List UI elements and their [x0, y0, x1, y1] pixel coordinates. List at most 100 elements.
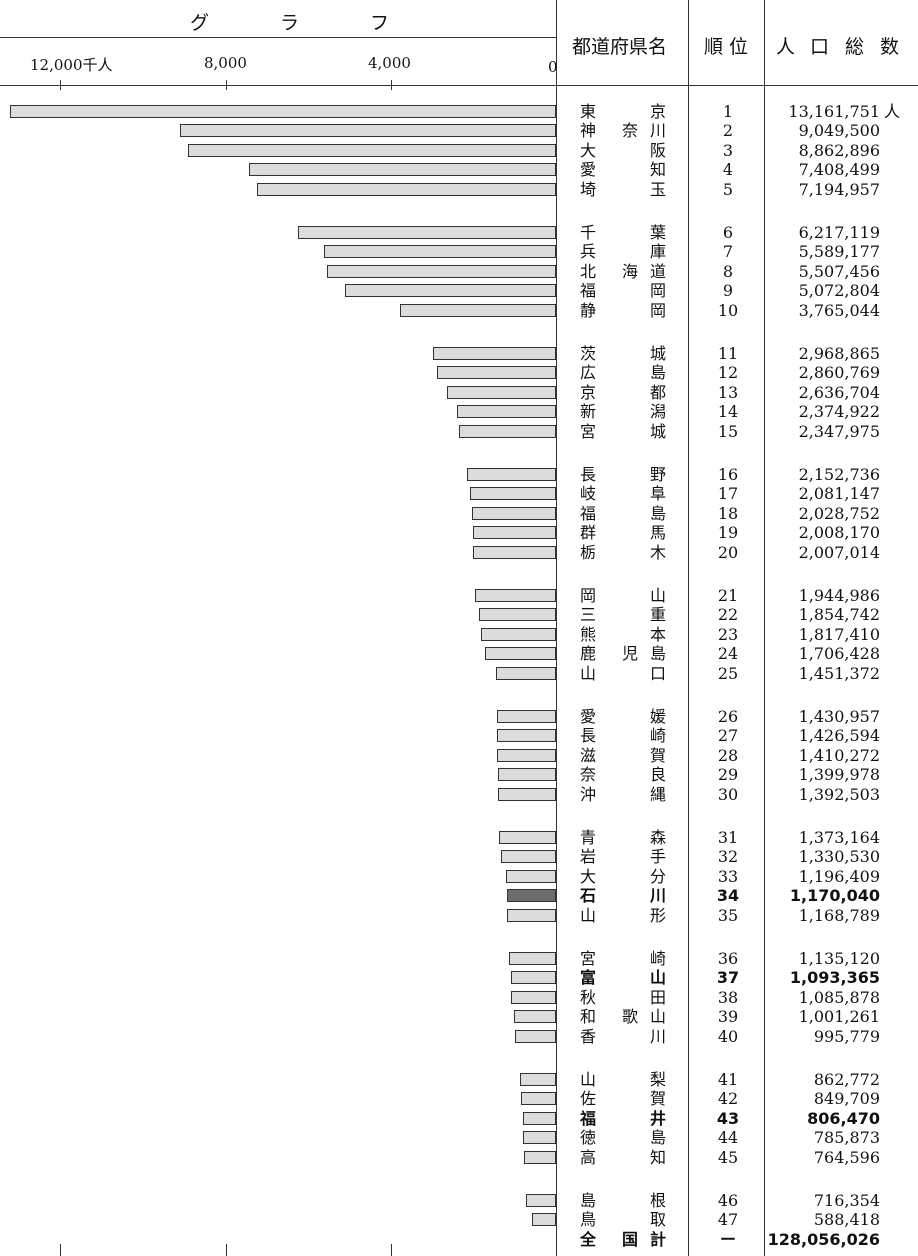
population-value: 3,765,044 — [798, 300, 880, 320]
population-value: 1,196,409 — [798, 866, 880, 886]
bar-rank-1 — [9, 105, 556, 118]
population-value: 716,354 — [813, 1191, 880, 1210]
population-value: 1,854,742 — [798, 605, 880, 625]
bar-rank-10 — [399, 303, 556, 317]
prefecture-name: 長崎 — [580, 726, 670, 745]
bar-rank-9 — [345, 284, 556, 298]
prefecture-name-char: 賀 — [650, 1089, 667, 1109]
prefecture-name-char: 群 — [580, 523, 597, 543]
prefecture-name-char: 本 — [650, 624, 667, 644]
tick-bottom-12000 — [60, 1244, 61, 1256]
prefecture-name-char: 岡 — [580, 586, 597, 605]
prefecture-name-char: 石 — [580, 886, 597, 906]
rank-value: 39 — [717, 1007, 739, 1027]
bar-rank-36 — [508, 952, 556, 965]
population-value: 2,374,922 — [798, 402, 880, 422]
prefecture-name: 鹿 児島 — [580, 644, 670, 663]
rank-value: 15 — [717, 421, 739, 441]
bar-rank-30 — [498, 787, 556, 801]
population-value: 1,944,986 — [798, 586, 880, 605]
prefecture-name-char: 新 — [580, 402, 597, 422]
bar-rank-47 — [531, 1213, 556, 1227]
population-value: 2,636,704 — [798, 382, 880, 402]
bar-rank-27 — [496, 729, 556, 743]
prefecture-name: 大分 — [580, 867, 670, 886]
prefecture-name-char: 山 — [650, 586, 667, 605]
prefecture-name: 岐阜 — [580, 484, 670, 503]
prefecture-name-char: 島 — [650, 644, 667, 664]
prefecture-name: 北 海道 — [580, 262, 670, 281]
prefecture-name-char: 大 — [580, 866, 597, 886]
rank-value: 30 — [717, 784, 739, 804]
prefecture-name-char: 青 — [580, 828, 597, 847]
rank-value: 42 — [717, 1089, 739, 1109]
population-value: 1,085,878 — [798, 987, 880, 1007]
prefecture-name-char: 大 — [580, 140, 597, 160]
prefecture-name-char: 川 — [650, 1026, 667, 1046]
col-divider-1 — [556, 0, 557, 1256]
bar-rank-4 — [248, 163, 556, 177]
population-value: 9,049,500 — [798, 121, 880, 141]
population-value: 785,873 — [813, 1128, 880, 1148]
prefecture-name: 岡山 — [580, 586, 670, 605]
population-value: 1,373,164 — [798, 828, 880, 847]
population-value: 2,152,736 — [798, 465, 880, 484]
prefecture-name: 静岡 — [580, 301, 670, 320]
population-value: 2,347,975 — [798, 421, 880, 441]
bar-rank-26 — [496, 710, 556, 723]
prefecture-name-char: 井 — [650, 1108, 667, 1128]
rank-value: 31 — [717, 828, 739, 847]
prefecture-name-char: 鹿 — [580, 644, 597, 664]
bar-rank-35 — [507, 908, 556, 922]
bar-rank-25 — [495, 666, 556, 680]
bar-rank-43 — [522, 1111, 556, 1125]
rank-value: 8 — [722, 261, 734, 281]
rank-value: 12 — [717, 363, 739, 383]
prefecture-name-char: 奈 — [580, 765, 597, 785]
rank-value: 46 — [717, 1191, 739, 1210]
bar-rank-45 — [524, 1150, 556, 1164]
rank-value: 5 — [722, 179, 734, 199]
prefecture-name-char: 縄 — [650, 784, 667, 804]
total-label-char: 国 — [622, 1229, 639, 1249]
prefecture-name-char: 手 — [650, 847, 667, 867]
prefecture-name-char: 秋 — [580, 987, 597, 1007]
rank-value: 45 — [717, 1147, 739, 1167]
col-divider-2 — [688, 0, 689, 1256]
prefecture-name: 徳島 — [580, 1128, 670, 1147]
prefecture-name: 長野 — [580, 465, 670, 484]
prefecture-name-char: 島 — [650, 363, 667, 383]
population-value: 2,008,170 — [798, 523, 880, 543]
population-value: 1,392,503 — [798, 784, 880, 804]
rank-value: 6 — [722, 223, 734, 242]
prefecture-name: 石川 — [580, 886, 670, 905]
bar-rank-11 — [432, 347, 556, 360]
prefecture-name-char: 熊 — [580, 624, 597, 644]
prefecture-name-char: 福 — [580, 503, 597, 523]
prefecture-name-char: 香 — [580, 1026, 597, 1046]
prefecture-name-char: 梨 — [650, 1070, 667, 1089]
prefecture-name-char: 滋 — [580, 745, 597, 765]
bar-rank-39 — [514, 1010, 556, 1024]
prefecture-name-char: 宮 — [580, 421, 597, 441]
prefecture-name: 鳥取 — [580, 1210, 670, 1229]
tick-top-12000 — [60, 80, 61, 90]
bar-rank-34 — [507, 889, 556, 903]
population-value: 2,968,865 — [798, 344, 880, 363]
bar-rank-31 — [499, 831, 556, 844]
prefecture-name: 三重 — [580, 605, 670, 624]
prefecture-name: 茨城 — [580, 344, 670, 363]
prefecture-name: 香川 — [580, 1027, 670, 1046]
population-value: 8,862,896 — [798, 140, 880, 160]
prefecture-name-char: 馬 — [650, 523, 667, 543]
rank-value: 13 — [717, 382, 739, 402]
prefecture-name: 愛媛 — [580, 707, 670, 726]
x-tick-label-4000: 4,000 — [368, 54, 411, 72]
prefecture-name-char: 埼 — [580, 179, 597, 199]
population-value: 1,399,978 — [798, 765, 880, 785]
rank-value: 21 — [717, 586, 739, 605]
rank-value: 23 — [717, 624, 739, 644]
bar-rank-13 — [446, 385, 556, 399]
rank-value: 41 — [717, 1070, 739, 1089]
prefecture-name-char: 福 — [580, 1108, 597, 1128]
